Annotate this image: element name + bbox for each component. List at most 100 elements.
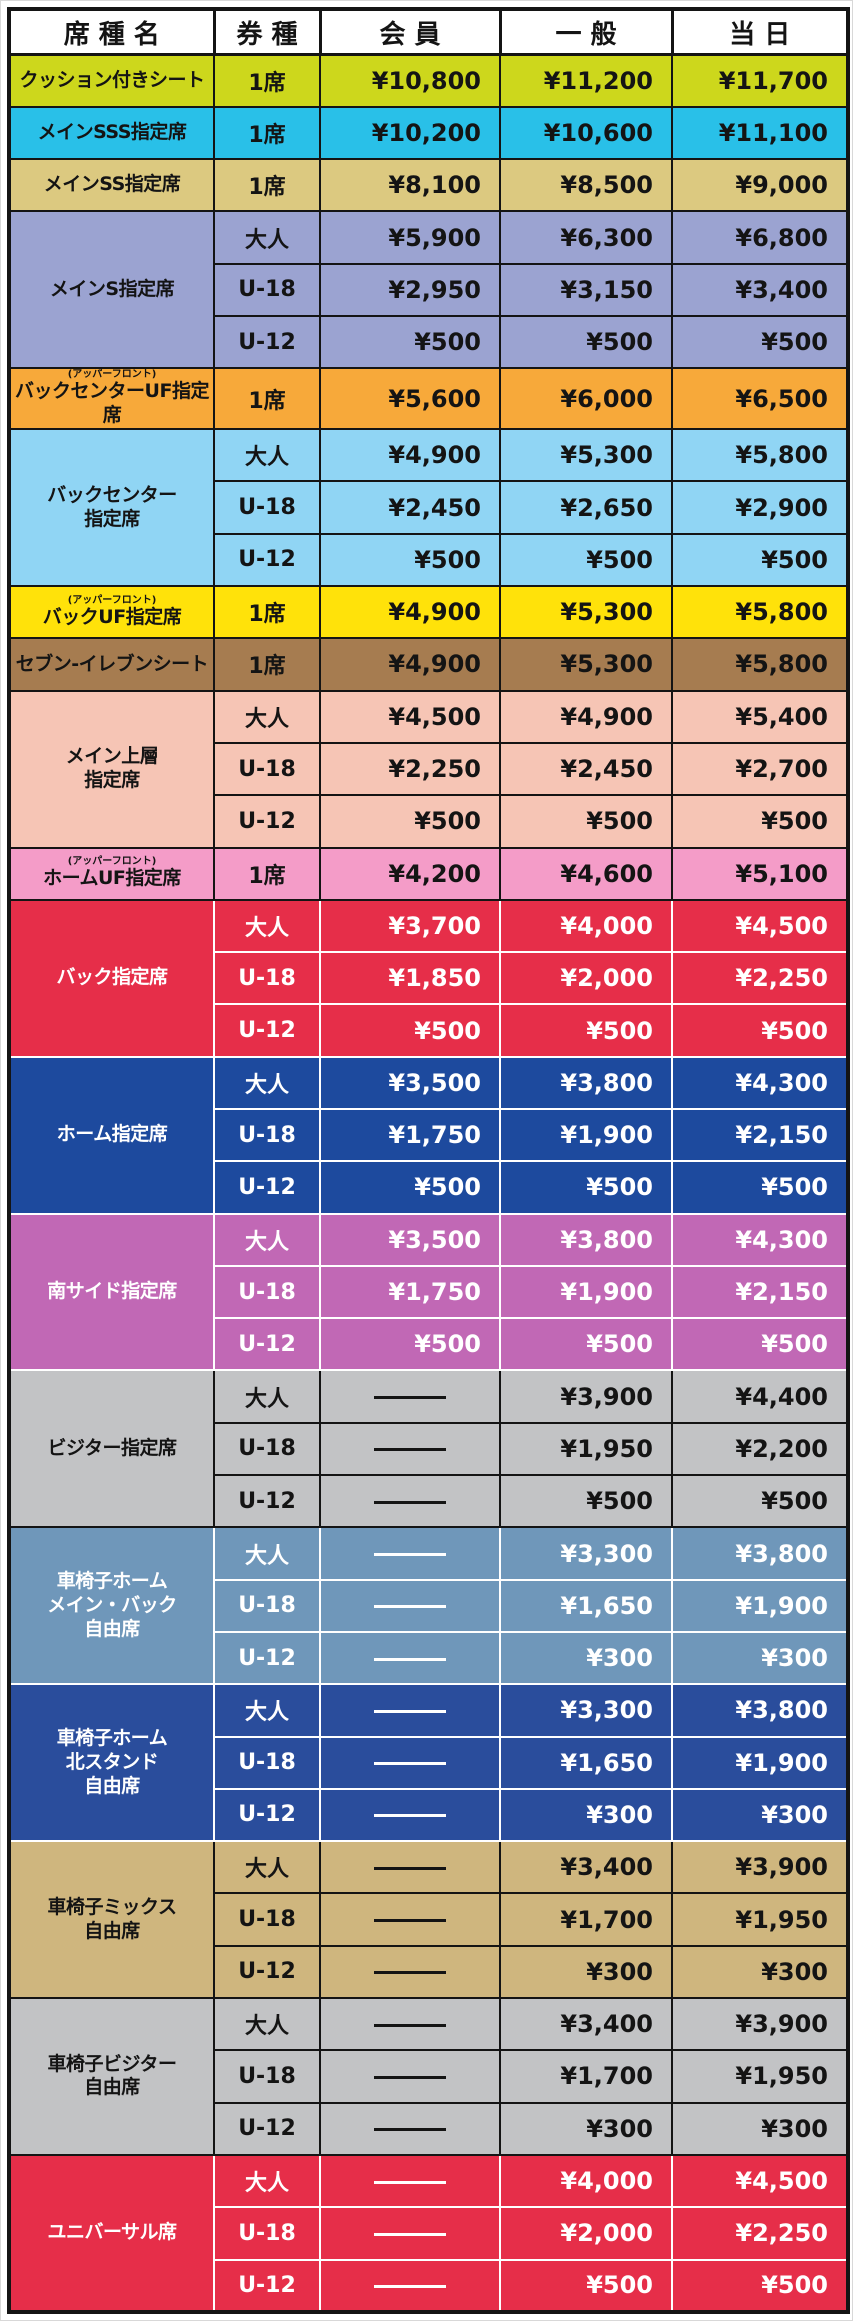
- member-price-cell: ¥8,100: [319, 158, 501, 213]
- sameday-price-cell: ¥3,900: [671, 1840, 849, 1895]
- table-row: U-18 ¥1,850 ¥2,000 ¥2,250: [9, 951, 849, 1006]
- table-row: U-18 ¥2,450 ¥2,650 ¥2,900: [9, 480, 849, 535]
- ticket-type-cell: 大人: [213, 428, 321, 483]
- table-row: 車椅子ホーム 北スタンド 自由席 大人 ¥3,300 ¥3,800: [8, 1683, 849, 1843]
- header-row: 席 種 名 券 種 会 員 一 般 当 日: [7, 7, 850, 56]
- ticket-type-cell: 大人: [213, 1840, 321, 1895]
- ticket-type-cell: 大人: [213, 1369, 321, 1424]
- table-row: ビジター指定席 大人 ¥3,900 ¥4,400: [8, 1369, 849, 1529]
- general-price-cell: ¥500: [499, 1317, 673, 1372]
- sameday-price-cell: ¥300: [671, 2101, 849, 2156]
- sameday-price-cell: ¥5,400: [671, 689, 849, 744]
- seat-name-cell: メインS指定席: [8, 210, 215, 370]
- seat-name-cell: (アッパーフロント) バックUF指定席: [8, 585, 215, 640]
- seat-name-cell: メインSS指定席: [8, 158, 215, 213]
- no-price-dash: [374, 1762, 446, 1766]
- no-price-dash: [374, 2180, 446, 2184]
- table-row: U-18 ¥1,950 ¥2,200: [9, 1421, 849, 1477]
- ticket-type-cell: 大人: [213, 898, 321, 954]
- member-price-cell: [319, 1944, 501, 2000]
- general-price-cell: ¥1,650: [499, 1735, 673, 1790]
- ticket-type-cell: U-18: [213, 741, 321, 797]
- table-row: U-12 ¥500 ¥500 ¥500: [9, 794, 849, 849]
- member-price-cell: ¥10,800: [319, 53, 501, 108]
- seat-name-cell: メインSSS指定席: [8, 105, 215, 161]
- ticket-type-cell: U-18: [213, 1735, 321, 1790]
- sameday-price-cell: ¥300: [671, 1944, 849, 2000]
- header-member-price: 会 員: [318, 7, 502, 56]
- member-price-cell: ¥5,900: [319, 210, 501, 265]
- general-price-cell: ¥1,700: [499, 2049, 673, 2104]
- general-price-cell: ¥3,300: [499, 1683, 673, 1738]
- ticket-type-cell: 大人: [213, 2153, 321, 2209]
- no-price-dash: [374, 1866, 446, 1870]
- ticket-type-cell: U-18: [213, 480, 321, 535]
- ticket-type-cell: 大人: [213, 1212, 321, 1267]
- general-price-cell: ¥2,450: [499, 741, 673, 797]
- table-row: クッション付きシート 1席 ¥10,800 ¥11,200 ¥11,700: [8, 53, 849, 108]
- no-price-dash: [374, 2284, 446, 2288]
- seat-name-cell: セブン-イレブンシート: [8, 637, 215, 692]
- sameday-price-cell: ¥5,800: [671, 637, 849, 692]
- header-seat-type: 席 種 名: [7, 7, 216, 56]
- table-row: U-18 ¥1,750 ¥1,900 ¥2,150: [9, 1264, 849, 1320]
- sameday-price-cell: ¥300: [671, 1630, 849, 1686]
- general-price-cell: ¥3,900: [499, 1369, 673, 1424]
- general-price-cell: ¥1,900: [499, 1107, 673, 1163]
- ticket-type-cell: 大人: [213, 1997, 321, 2052]
- ticket-type-cell: U-12: [213, 1944, 321, 2000]
- table-row: バック指定席 大人 ¥3,700 ¥4,000 ¥4,500: [8, 898, 849, 1058]
- general-price-cell: ¥2,000: [499, 2206, 673, 2261]
- header-sameday-price: 当 日: [670, 7, 850, 56]
- member-price-cell: ¥3,500: [319, 1212, 501, 1267]
- sameday-price-cell: ¥500: [671, 1474, 849, 1529]
- ticket-type-cell: 1席: [213, 367, 321, 431]
- ticket-type-cell: U-12: [213, 1317, 321, 1372]
- ticket-type-cell: U-18: [213, 1892, 321, 1947]
- general-price-cell: ¥300: [499, 2101, 673, 2156]
- general-price-cell: ¥2,000: [499, 951, 673, 1006]
- member-price-cell: ¥500: [319, 314, 501, 370]
- upper-front-note: (アッパーフロント): [67, 856, 157, 868]
- sameday-price-cell: ¥11,700: [671, 53, 849, 108]
- ticket-type-cell: U-12: [213, 1787, 321, 1843]
- general-price-cell: ¥3,400: [499, 1840, 673, 1895]
- ticket-type-cell: U-12: [213, 1630, 321, 1686]
- seat-name-cell: (アッパーフロント) ホームUF指定席: [8, 846, 215, 901]
- table-row: U-12 ¥300 ¥300: [9, 1630, 849, 1686]
- member-price-cell: ¥4,900: [319, 428, 501, 483]
- ticket-type-cell: U-18: [213, 1107, 321, 1163]
- seat-name-cell: 車椅子ホーム 北スタンド 自由席: [8, 1683, 215, 1843]
- sameday-price-cell: ¥4,400: [671, 1369, 849, 1424]
- general-price-cell: ¥4,600: [499, 846, 673, 901]
- no-price-dash: [374, 2075, 446, 2079]
- table-row: U-18 ¥1,700 ¥1,950: [9, 2049, 849, 2104]
- seat-name-cell: (アッパーフロント) バックセンターUF指定席: [8, 367, 215, 431]
- ticket-type-cell: U-12: [213, 2258, 321, 2314]
- member-price-cell: [319, 2101, 501, 2156]
- sameday-price-cell: ¥2,700: [671, 741, 849, 797]
- table-row: セブン-イレブンシート 1席 ¥4,900 ¥5,300 ¥5,800: [8, 637, 849, 692]
- sameday-price-cell: ¥500: [671, 532, 849, 588]
- table-row: U-12 ¥500 ¥500 ¥500: [9, 532, 849, 588]
- table-row: 南サイド指定席 大人 ¥3,500 ¥3,800 ¥4,300: [8, 1212, 849, 1372]
- ticket-type-cell: U-12: [213, 314, 321, 370]
- member-price-cell: ¥500: [319, 1317, 501, 1372]
- sameday-price-cell: ¥3,800: [671, 1526, 849, 1581]
- general-price-cell: ¥500: [499, 1474, 673, 1529]
- ticket-type-cell: U-18: [213, 951, 321, 1006]
- general-price-cell: ¥8,500: [499, 158, 673, 213]
- table-row: メインSS指定席 1席 ¥8,100 ¥8,500 ¥9,000: [8, 158, 849, 213]
- member-price-cell: ¥2,950: [319, 262, 501, 317]
- ticket-type-cell: U-12: [213, 1160, 321, 1215]
- general-price-cell: ¥6,300: [499, 210, 673, 265]
- member-price-cell: ¥2,450: [319, 480, 501, 535]
- member-price-cell: ¥500: [319, 794, 501, 849]
- sameday-price-cell: ¥500: [671, 2258, 849, 2314]
- table-row: バックセンター 指定席 大人 ¥4,900 ¥5,300 ¥5,800: [8, 428, 849, 588]
- table-row: メイン上層 指定席 大人 ¥4,500 ¥4,900 ¥5,400: [8, 689, 849, 849]
- member-price-cell: [319, 1421, 501, 1477]
- sameday-price-cell: ¥2,250: [671, 951, 849, 1006]
- header-general-price: 一 般: [498, 7, 674, 56]
- general-price-cell: ¥4,900: [499, 689, 673, 744]
